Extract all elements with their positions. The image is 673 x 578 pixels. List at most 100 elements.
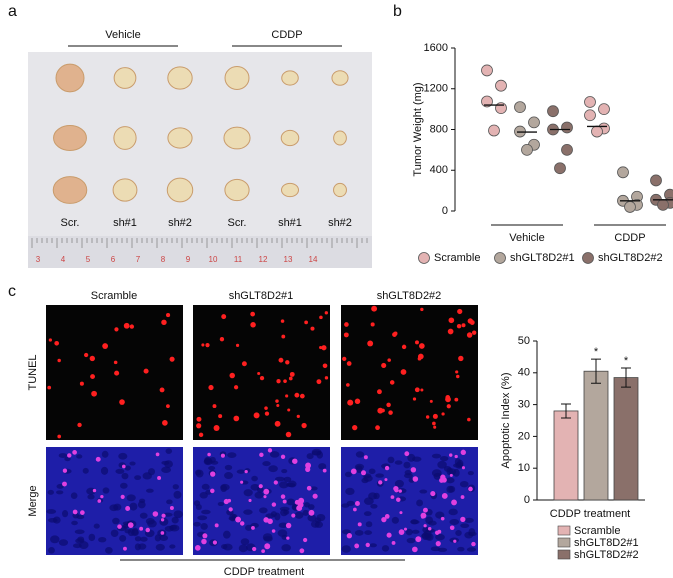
tunel-spot [322, 468, 327, 473]
tunel-spot [264, 406, 268, 410]
tunel-spot [398, 529, 405, 535]
y-tick-label: 30 [518, 399, 530, 411]
tunel-spot [324, 376, 329, 380]
nucleus [161, 466, 172, 473]
dot [521, 143, 533, 156]
tunel-spot [285, 431, 292, 438]
dot [650, 174, 662, 187]
dot [481, 95, 493, 108]
tunel-spot [214, 523, 219, 528]
ruler-number: 14 [309, 255, 318, 264]
lane-label: Scr. [61, 217, 80, 229]
nucleus [457, 546, 465, 552]
nucleus [220, 483, 230, 491]
tunel-spot [312, 493, 318, 499]
tunel-spot [389, 380, 395, 385]
nucleus [422, 526, 430, 533]
dot [657, 198, 669, 211]
nucleus [464, 517, 474, 523]
tunel-spot [400, 369, 407, 375]
tunel-spot [346, 361, 352, 366]
nucleus [134, 475, 142, 481]
row-label: TUNEL [27, 354, 39, 390]
nucleus [56, 484, 64, 489]
tunel-spot [421, 515, 425, 519]
bar [583, 370, 609, 501]
nucleus [201, 509, 211, 515]
nucleus [354, 529, 364, 536]
legend-label: shGLT8D2#2 [598, 252, 663, 264]
tunel-spot [324, 311, 328, 315]
tunel-spot [319, 315, 323, 320]
nucleus [137, 500, 146, 509]
tunel-spot [282, 499, 287, 504]
tunel-spot [345, 383, 350, 387]
dot [598, 103, 610, 116]
tumor [167, 66, 193, 90]
tumor [331, 70, 349, 86]
nucleus [448, 485, 456, 493]
nucleus [394, 460, 403, 465]
nucleus [164, 460, 173, 468]
y-axis-label: Tumor Weight (mg) [412, 82, 424, 176]
x-group-label: Vehicle [509, 232, 544, 244]
tunel-spot [210, 471, 216, 477]
tunel-spot [310, 326, 315, 331]
tumor [52, 176, 88, 204]
nucleus [355, 465, 363, 474]
tunel-spot [381, 362, 387, 369]
nucleus [419, 489, 428, 494]
dot [481, 64, 493, 77]
tunel-spot [218, 414, 223, 419]
tunel-spot [449, 473, 453, 477]
tunel-spot [119, 399, 125, 405]
tumor [280, 129, 300, 147]
tunel-spot [306, 485, 312, 491]
nucleus [364, 530, 373, 535]
nucleus [405, 528, 413, 536]
caption: CDDP treatment [224, 566, 305, 578]
nucleus [169, 544, 176, 549]
tunel-spot [229, 372, 235, 379]
tunel-spot [412, 546, 418, 553]
tunel-spot [384, 465, 390, 471]
tunel-spot [267, 518, 273, 525]
x-group-label: CDDP [614, 232, 645, 244]
y-tick-label: 1200 [424, 83, 448, 95]
tunel-spot [90, 374, 95, 380]
nucleus [373, 492, 380, 500]
tunel-spot [48, 338, 52, 342]
tunel-spot [210, 488, 215, 494]
nucleus [71, 520, 78, 526]
tunel-spot [396, 497, 401, 502]
nucleus [342, 529, 351, 535]
y-tick-label: 400 [430, 164, 448, 176]
nucleus [468, 531, 477, 537]
nucleus [146, 488, 154, 493]
tunel-spot [67, 453, 72, 458]
ruler-number: 3 [36, 255, 41, 264]
nucleus [155, 543, 165, 551]
tunel-spot [72, 509, 78, 515]
tunel-spot [95, 456, 101, 462]
tunel-spot [281, 334, 286, 339]
tunel-spot [127, 522, 134, 528]
y-axis-label: Apoptotic Index (%) [500, 373, 512, 469]
tumor [113, 67, 137, 89]
panel-label: b [393, 3, 402, 20]
tunel-spot [301, 422, 307, 429]
nucleus [310, 486, 318, 491]
nucleus [224, 472, 233, 480]
tunel-spot [386, 402, 391, 408]
nucleus [193, 500, 201, 507]
nucleus [173, 490, 182, 499]
nucleus [286, 498, 296, 506]
tunel-spot [80, 510, 85, 515]
nucleus [98, 536, 107, 543]
nucleus [56, 490, 64, 495]
nucleus [369, 543, 377, 548]
nucleus [355, 451, 365, 458]
tunel-spot [471, 330, 477, 335]
nucleus [171, 516, 179, 524]
